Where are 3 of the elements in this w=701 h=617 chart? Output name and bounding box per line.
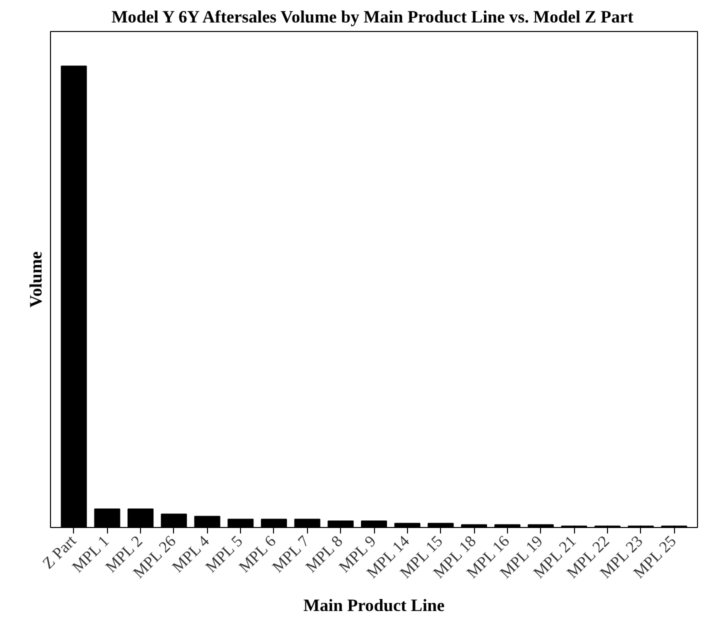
y-axis-title: Volume — [26, 251, 46, 308]
x-axis-title: Main Product Line — [303, 596, 445, 615]
chart-title: Model Y 6Y Aftersales Volume by Main Product Line vs. Model Z Part — [111, 8, 634, 26]
